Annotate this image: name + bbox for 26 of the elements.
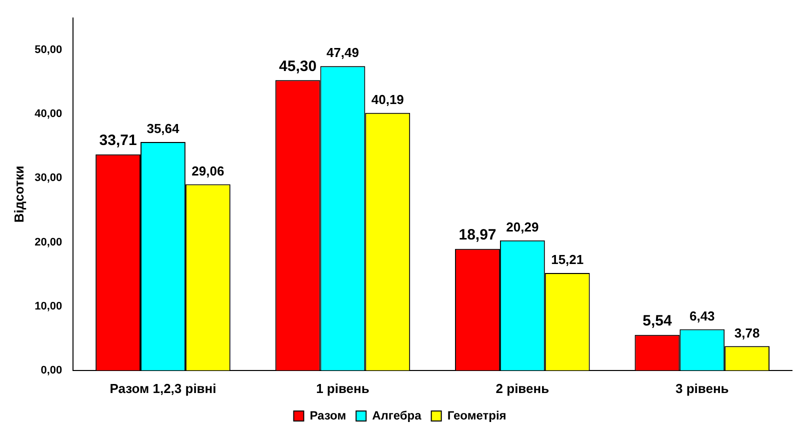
data-label: 6,43 — [689, 308, 715, 324]
legend-label: Разом — [310, 408, 346, 422]
data-label: 35,64 — [146, 121, 180, 136]
y-axis-title: Відсотки — [11, 166, 26, 223]
y-tick-label: 10,00 — [34, 300, 62, 312]
y-tick-label: 40,00 — [34, 108, 62, 120]
legend-label: Геометрія — [447, 408, 506, 422]
data-label: 29,06 — [192, 163, 224, 178]
x-tick-label: 2 рівень — [496, 380, 550, 396]
data-label: 5,54 — [642, 312, 672, 330]
data-label: 40,19 — [371, 92, 404, 107]
data-label: 45,30 — [279, 58, 317, 75]
y-tick-label: 20,00 — [34, 236, 62, 248]
data-label: 15,21 — [551, 252, 584, 268]
data-label: 20,29 — [506, 219, 539, 234]
x-tick-label: 1 рівень — [316, 380, 370, 396]
x-tick-label: Разом 1,2,3 рівні — [110, 380, 216, 396]
data-label: 3,78 — [734, 325, 760, 340]
legend-label: Алгебра — [372, 408, 422, 422]
x-tick-label: 3 рівень — [675, 380, 729, 396]
y-tick-label: 50,00 — [34, 44, 62, 56]
data-label: 33,71 — [99, 132, 137, 150]
data-label: 47,49 — [326, 45, 359, 60]
y-tick-label: 30,00 — [34, 172, 62, 184]
y-tick-label: 0,00 — [40, 364, 62, 376]
data-label: 18,97 — [458, 226, 496, 244]
